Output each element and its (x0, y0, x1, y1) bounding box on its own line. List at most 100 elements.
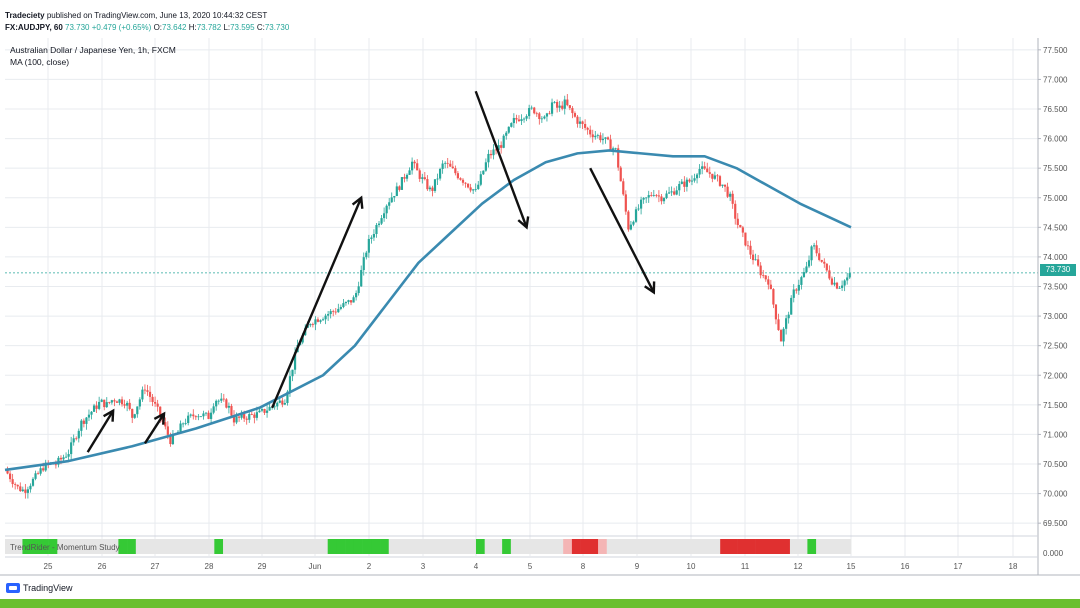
y-tick-label-8: 73.500 (1043, 283, 1068, 292)
low-label: L: (223, 23, 231, 32)
candle-body-223 (573, 113, 577, 117)
candle-body-256 (657, 195, 661, 197)
candle-body-5 (19, 486, 22, 492)
candle-body-12 (36, 473, 40, 475)
x-tick-label-12: 10 (687, 562, 696, 571)
candle-body-101 (263, 409, 266, 413)
study-cell-36 (318, 539, 329, 554)
study-cell-48 (423, 539, 433, 554)
study-cell-80 (702, 539, 712, 554)
candle-body-83 (217, 400, 220, 402)
candle-body-65 (171, 433, 175, 445)
study-cell-42 (371, 539, 381, 554)
candle-body-260 (667, 192, 671, 194)
study-cell-0 (5, 539, 15, 554)
candle-body-167 (431, 187, 434, 191)
study-cell-78 (685, 539, 695, 554)
candle-body-307 (787, 314, 790, 319)
candle-body-310 (795, 289, 798, 291)
candle-body-172 (444, 162, 447, 164)
study-cell-73 (641, 539, 651, 554)
study-cell-10 (92, 539, 102, 554)
y-tick-label-15: 70.000 (1043, 490, 1068, 499)
candle-body-75 (197, 416, 200, 418)
study-cell-81 (711, 539, 721, 554)
candle-body-160 (413, 161, 416, 164)
candle-body-79 (207, 412, 210, 419)
candle-body-23 (64, 456, 68, 458)
candle-body-277 (711, 173, 714, 179)
candle-body-198 (510, 123, 513, 127)
candle-body-31 (85, 417, 88, 424)
candle-body-306 (785, 318, 788, 329)
publish-info: published on TradingView.com, June 13, 2… (46, 11, 268, 20)
candle-body-235 (604, 137, 607, 139)
candle-body-258 (662, 198, 666, 202)
study-cell-67 (589, 539, 599, 554)
instrument-legend[interactable]: Australian Dollar / Japanese Yen, 1h, FX… (10, 45, 176, 55)
candle-body-84 (220, 398, 223, 401)
publisher-name[interactable]: Tradeciety (5, 11, 45, 20)
candle-body-78 (204, 412, 208, 414)
price-series (6, 94, 851, 499)
candle-body-80 (209, 412, 213, 419)
candle-body-250 (642, 197, 645, 200)
y-tick-label-4: 75.500 (1043, 164, 1068, 173)
candle-body-122 (316, 319, 320, 322)
y-tick-label-13: 71.000 (1043, 430, 1068, 439)
candle-body-239 (614, 148, 617, 150)
symbol-label[interactable]: FX:AUDJPY, 60 (5, 23, 63, 32)
study-cell-11 (100, 539, 110, 554)
study-cell-59 (519, 539, 529, 554)
study-label[interactable]: TrendRider - Momentum Study (10, 543, 120, 552)
study-cell-85 (746, 539, 756, 554)
candle-body-73 (192, 414, 195, 417)
candle-body-161 (416, 163, 419, 171)
study-cell-3 (31, 539, 41, 554)
candle-body-70 (184, 423, 187, 424)
tradingview-logo[interactable]: TradingView (6, 583, 73, 593)
candle-body-293 (751, 254, 755, 261)
candle-body-221 (568, 105, 571, 109)
candle-body-255 (655, 195, 658, 196)
study-cell-17 (153, 539, 163, 554)
candle-body-295 (757, 259, 760, 266)
candle-body-323 (828, 270, 831, 279)
candle-body-303 (777, 319, 780, 331)
candle-body-281 (721, 184, 724, 186)
candle-body-71 (187, 415, 190, 424)
candle-body-35 (95, 405, 98, 409)
x-tick-label-3: 28 (205, 562, 214, 571)
candle-body-236 (606, 137, 610, 140)
study-cell-76 (667, 539, 677, 554)
y-tick-label-7: 74.000 (1043, 253, 1068, 262)
candle-body-288 (739, 224, 742, 228)
candle-body-225 (578, 121, 582, 124)
trend-arrowhead-4 (644, 281, 656, 295)
candle-body-140 (362, 257, 365, 271)
candle-body-177 (456, 173, 459, 179)
candle-body-253 (650, 195, 653, 196)
ma-legend[interactable]: MA (100, close) (10, 57, 70, 67)
candle-body-21 (59, 457, 63, 460)
candle-body-274 (703, 166, 706, 169)
candle-body-127 (329, 311, 332, 315)
candle-body-154 (398, 186, 401, 190)
x-tick-label-16: 16 (901, 562, 910, 571)
candle-body-211 (543, 116, 546, 119)
candle-body-290 (744, 232, 747, 246)
candle-body-300 (769, 284, 772, 290)
study-cell-56 (493, 539, 503, 554)
candle-body-169 (436, 178, 439, 180)
candle-body-27 (75, 438, 78, 440)
candle-body-159 (410, 161, 414, 171)
candle-body-91 (237, 416, 241, 418)
study-cell-50 (441, 539, 451, 554)
close-label: C: (256, 23, 265, 32)
candle-body-166 (428, 187, 432, 190)
study-cell-7 (66, 539, 76, 554)
study-cell-49 (432, 539, 442, 554)
x-tick-label-6: 2 (367, 562, 372, 571)
candle-body-282 (723, 184, 727, 187)
